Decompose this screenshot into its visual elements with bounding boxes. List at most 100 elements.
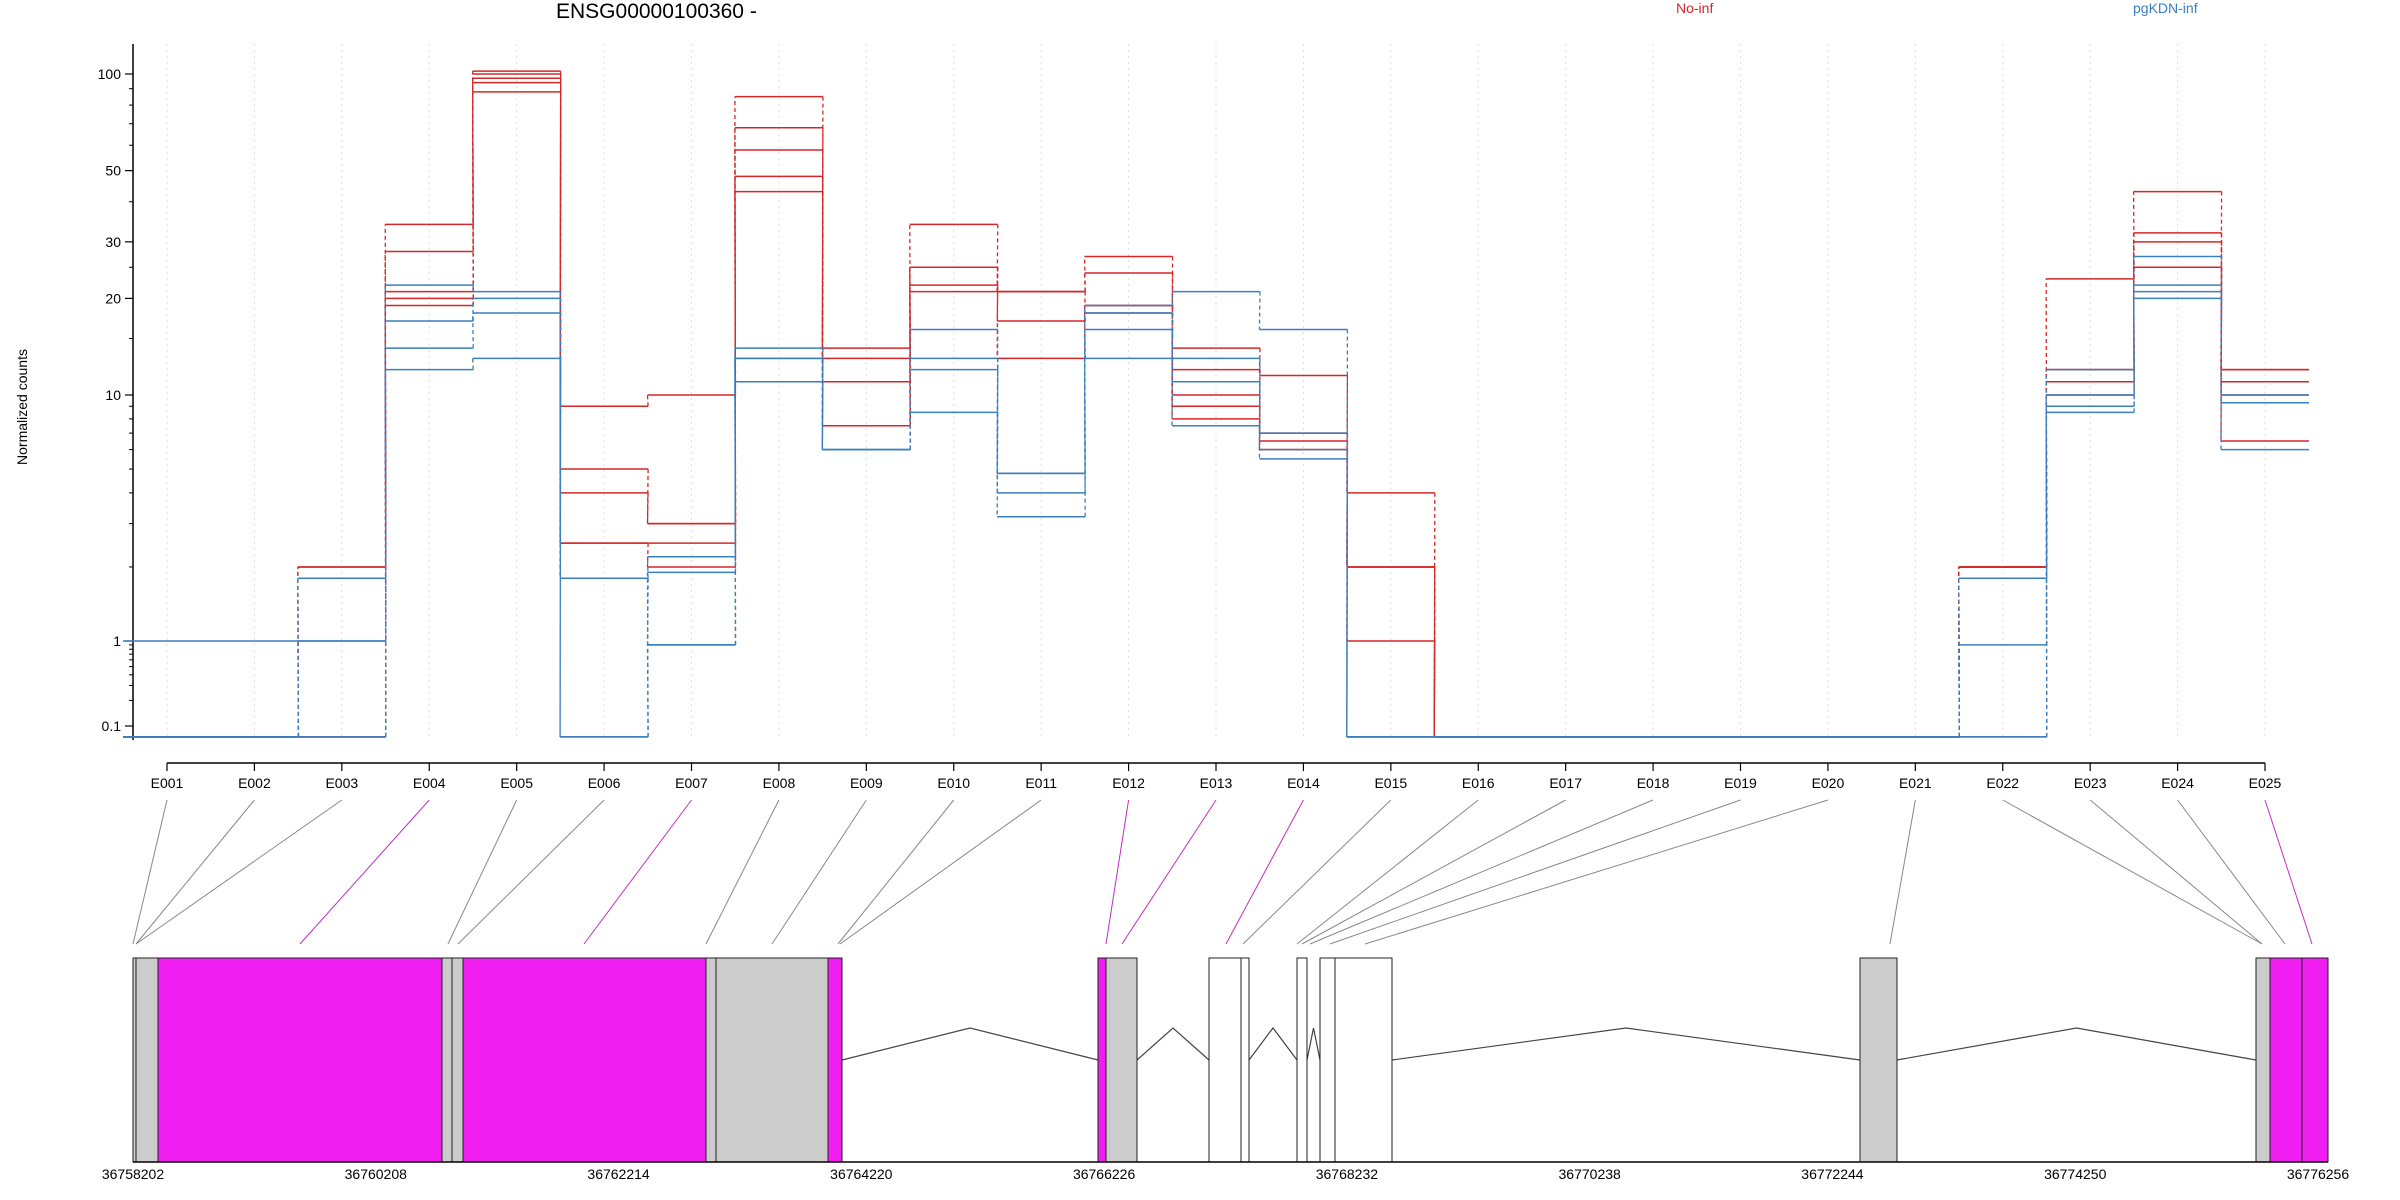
genomic-coordinate-label: 36776256	[2287, 1166, 2350, 1182]
exon-box-2	[135, 957, 159, 1163]
connector-e001	[132, 799, 168, 945]
intron-4	[1306, 1027, 1321, 1061]
connector-e014	[1225, 799, 1304, 945]
exon-box-17	[1859, 957, 1898, 1163]
x-tick-label-e003: E003	[325, 775, 358, 791]
x-tick-label-e011: E011	[1025, 775, 1057, 791]
connector-e002	[135, 799, 255, 945]
connector-e022	[2002, 799, 2263, 945]
exon-box-6	[462, 957, 707, 1163]
connector-e005	[447, 799, 518, 945]
x-tick-label-e002: E002	[238, 775, 271, 791]
gene-model: 36758202 36760208 36762214 36764220 36766226…	[102, 957, 2350, 1182]
exon-box-12	[1208, 957, 1242, 1163]
chart-title: ENSG00000100360 -	[556, 0, 757, 23]
y-tick-label: 30	[105, 234, 121, 250]
x-tick-label-e006: E006	[588, 775, 621, 791]
pgkdn-inf-replicate-3-transitions	[210, 256, 2223, 738]
exon-box-18	[2255, 957, 2271, 1163]
connector-layer	[132, 799, 2313, 945]
connector-e015	[1242, 799, 1392, 945]
exon-box-14	[1296, 957, 1308, 1163]
intron-5	[1391, 1027, 1861, 1061]
y-tick-label: 10	[105, 387, 121, 403]
x-tick-label-e001: E001	[151, 775, 184, 791]
legend-no-inf: No-inf	[1676, 0, 1714, 16]
connector-e023	[2089, 799, 2263, 945]
x-tick-label-e023: E023	[2074, 775, 2107, 791]
exon-box-8	[715, 957, 829, 1163]
x-tick-label-e017: E017	[1549, 775, 1582, 791]
connector-e025	[2264, 799, 2313, 945]
pgkdn-inf-replicate-4-levels	[123, 297, 2309, 738]
connector-e020	[1364, 799, 1829, 945]
connector-e019	[1329, 799, 1741, 945]
connector-e013	[1121, 799, 1217, 945]
x-tick-label-e013: E013	[1200, 775, 1233, 791]
connector-e012	[1105, 799, 1130, 945]
legend-pgkdn-inf: pgKDN-inf	[2133, 0, 2198, 16]
connector-e007	[583, 799, 692, 945]
x-tick-label-e004: E004	[413, 775, 446, 791]
genomic-coordinate-label: 36772244	[1801, 1166, 1864, 1182]
y-tick-label: 0.1	[102, 718, 122, 734]
x-tick-label-e025: E025	[2249, 775, 2282, 791]
x-tick-label-e012: E012	[1112, 775, 1145, 791]
exon-box-15	[1319, 957, 1336, 1163]
genomic-coordinate-label: 36768232	[1316, 1166, 1379, 1182]
x-tick-label-e015: E015	[1374, 775, 1407, 791]
x-tick-label-e010: E010	[937, 775, 970, 791]
exon-box-4	[441, 957, 453, 1163]
connector-e009	[771, 799, 867, 945]
y-tick-label: 20	[105, 290, 121, 306]
genomic-coordinate-label: 36764220	[830, 1166, 893, 1182]
y-tick-label: 100	[98, 66, 122, 82]
x-tick-label-e019: E019	[1724, 775, 1757, 791]
pgkdn-inf-replicate-4-transitions	[210, 298, 2223, 738]
genomic-coordinate-label: 36760208	[345, 1166, 408, 1182]
connector-e006	[457, 799, 605, 945]
exon-box-13	[1240, 957, 1250, 1163]
x-tick-label-e018: E018	[1637, 775, 1670, 791]
connector-e008	[705, 799, 780, 945]
axis-layer: 0.1 1 10 20 30 50 100 E001 E002 E003 E004 E005 E006 E…	[98, 44, 2282, 791]
exon-box-16	[1334, 957, 1393, 1163]
exon-box-10	[1097, 957, 1107, 1163]
connector-e004	[299, 799, 430, 945]
series-layer	[123, 70, 2309, 738]
x-tick-label-e008: E008	[763, 775, 796, 791]
x-tick-label-e022: E022	[1986, 775, 2019, 791]
intron-3	[1248, 1027, 1298, 1061]
connector-e016	[1296, 799, 1479, 945]
x-tick-label-e024: E024	[2161, 775, 2194, 791]
y-tick-label: 1	[113, 633, 121, 649]
exon-box-20	[2301, 957, 2329, 1163]
connector-e017	[1301, 799, 1566, 945]
x-tick-label-e020: E020	[1812, 775, 1845, 791]
exon-box-19	[2269, 957, 2303, 1163]
x-tick-label-e009: E009	[850, 775, 883, 791]
intron-6	[1896, 1027, 2257, 1061]
connector-e024	[2177, 799, 2286, 945]
connector-e010	[837, 799, 955, 945]
x-tick-label-e016: E016	[1462, 775, 1495, 791]
genomic-coordinate-label: 36770238	[1559, 1166, 1622, 1182]
x-tick-label-e014: E014	[1287, 775, 1320, 791]
exon-box-7	[705, 957, 717, 1163]
connector-e018	[1309, 799, 1654, 945]
genomic-coordinate-label: 36774250	[2044, 1166, 2107, 1182]
genomic-coordinate-label: 36766226	[1073, 1166, 1136, 1182]
grid-layer	[166, 44, 2266, 740]
genomic-coordinate-label: 36758202	[102, 1166, 165, 1182]
intron-1	[841, 1027, 1099, 1061]
x-tick-label-e005: E005	[500, 775, 533, 791]
intron-2	[1136, 1027, 1210, 1061]
connector-e011	[839, 799, 1042, 945]
exon-box-11	[1105, 957, 1138, 1163]
connector-e021	[1889, 799, 1916, 945]
exon-box-3	[157, 957, 443, 1163]
connector-e003	[135, 799, 343, 945]
exon-box-5	[451, 957, 464, 1163]
x-tick-label-e007: E007	[675, 775, 708, 791]
